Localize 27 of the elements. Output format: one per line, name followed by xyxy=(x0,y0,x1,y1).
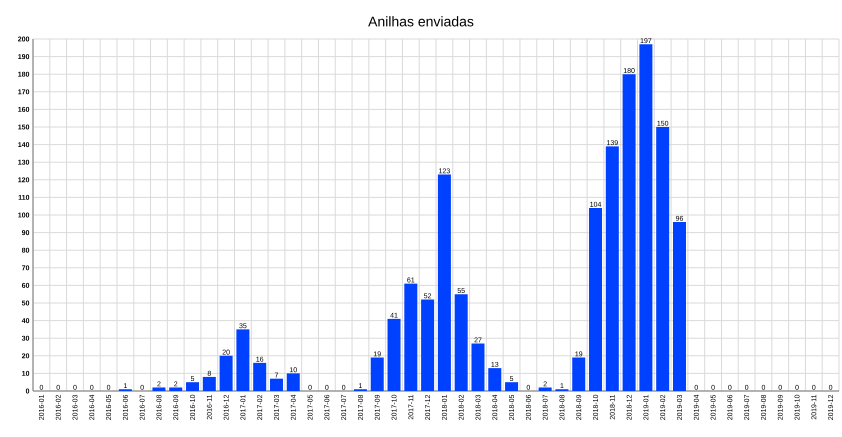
bar xyxy=(370,358,384,391)
bar xyxy=(220,356,233,391)
bar xyxy=(202,376,216,391)
bar xyxy=(639,44,652,391)
bar xyxy=(572,358,586,391)
bar xyxy=(589,208,602,391)
bar xyxy=(186,382,200,391)
bar xyxy=(606,146,619,391)
bar xyxy=(421,299,434,391)
bar xyxy=(672,222,686,391)
bar xyxy=(471,343,484,391)
chart-title: Anilhas enviadas xyxy=(368,16,474,26)
bar xyxy=(438,174,451,391)
bar xyxy=(286,373,300,391)
bar xyxy=(488,368,502,391)
bar xyxy=(253,362,266,391)
bar xyxy=(622,74,636,391)
bar xyxy=(152,387,166,391)
bar xyxy=(656,127,670,391)
bar xyxy=(404,284,418,391)
bar xyxy=(505,382,518,391)
bar xyxy=(270,378,283,391)
bar xyxy=(169,387,182,391)
bar xyxy=(388,318,401,391)
bar xyxy=(538,387,552,391)
bar xyxy=(236,329,250,391)
bar xyxy=(454,294,468,391)
